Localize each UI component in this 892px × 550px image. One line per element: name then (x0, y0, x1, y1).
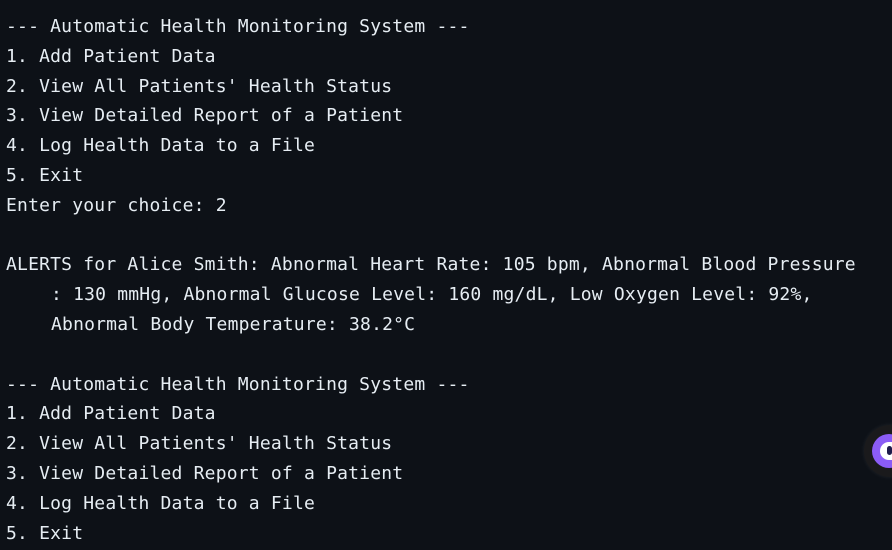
bot-face-icon (880, 442, 892, 460)
menu-option-exit: 5. Exit (6, 164, 84, 186)
menu-option-add-patient-data: 1. Add Patient Data (6, 403, 216, 425)
blank-line (6, 221, 892, 251)
menu-option-log-health-data: 4. Log Health Data to a File (6, 135, 316, 157)
alert-line: ALERTS for Alice Smith: Abnormal Heart R… (6, 254, 856, 276)
alert-continuation: Abnormal Body Temperature: 38.2°C (51, 313, 416, 335)
choice-prompt: Enter your choice: 2 (6, 194, 227, 216)
menu-option-add-patient-data: 1. Add Patient Data (6, 45, 216, 67)
menu-option-log-health-data: 4. Log Health Data to a File (6, 492, 316, 514)
blank-line (6, 340, 892, 370)
alert-continuation: : 130 mmHg, Abnormal Glucose Level: 160 … (51, 284, 813, 306)
menu-title: --- Automatic Health Monitoring System -… (6, 16, 470, 37)
menu-option-view-all-patients: 2. View All Patients' Health Status (6, 433, 393, 455)
bot-eye-icon (887, 446, 892, 455)
assistant-bot-icon (872, 434, 892, 468)
menu-option-view-detailed-report: 3. View Detailed Report of a Patient (6, 462, 404, 484)
menu-option-view-all-patients: 2. View All Patients' Health Status (6, 75, 393, 97)
menu-title: --- Automatic Health Monitoring System -… (6, 373, 470, 395)
menu-option-exit: 5. Exit (6, 522, 84, 544)
menu-option-view-detailed-report: 3. View Detailed Report of a Patient (6, 105, 404, 127)
